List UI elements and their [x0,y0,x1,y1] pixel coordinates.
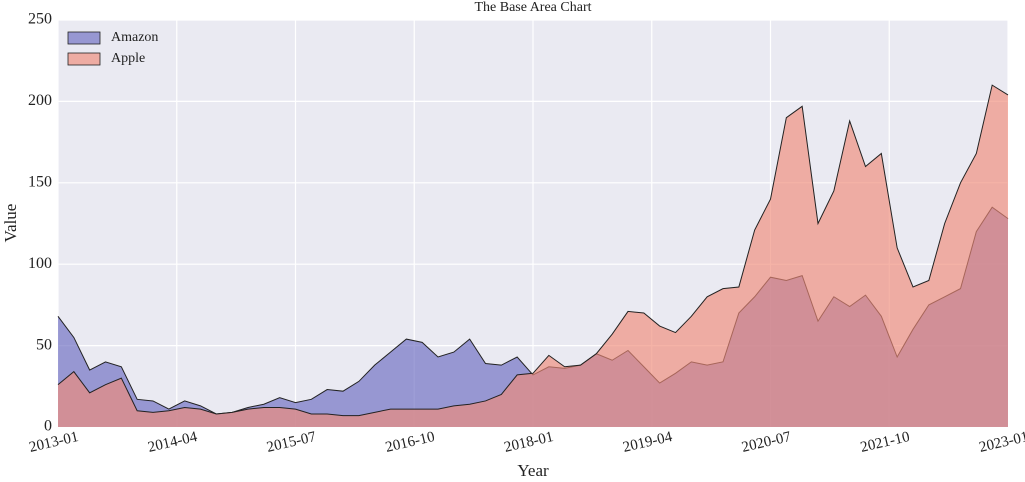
legend-label: Apple [111,51,145,66]
x-tick-label: 2016-10 [384,429,436,456]
x-tick-label: 2020-07 [740,429,793,456]
x-tick-label: 2021-10 [859,429,911,456]
x-tick-label: 2023-01 [978,429,1025,456]
chart-title: The Base Area Chart [474,0,591,15]
y-tick-label: 250 [28,11,52,28]
x-tick-label: 2015-07 [265,429,318,456]
x-axis-label: Year [517,461,549,480]
x-tick-label: 2019-04 [621,429,674,456]
y-tick-label: 200 [28,92,52,109]
y-axis-label: Value [1,204,20,243]
y-tick-label: 50 [36,336,52,353]
x-tick-label: 2018-01 [503,429,555,456]
legend-swatch [67,52,101,66]
legend-label: Amazon [111,30,158,45]
x-tick-label: 2014-04 [146,429,199,456]
y-tick-label: 150 [28,173,52,190]
y-tick-label: 0 [44,418,52,435]
x-tick-label: 2013-01 [28,429,80,456]
y-tick-label: 100 [28,255,52,272]
area-fill [58,85,1008,428]
area-line [57,84,1009,417]
legend-swatch [67,31,101,45]
